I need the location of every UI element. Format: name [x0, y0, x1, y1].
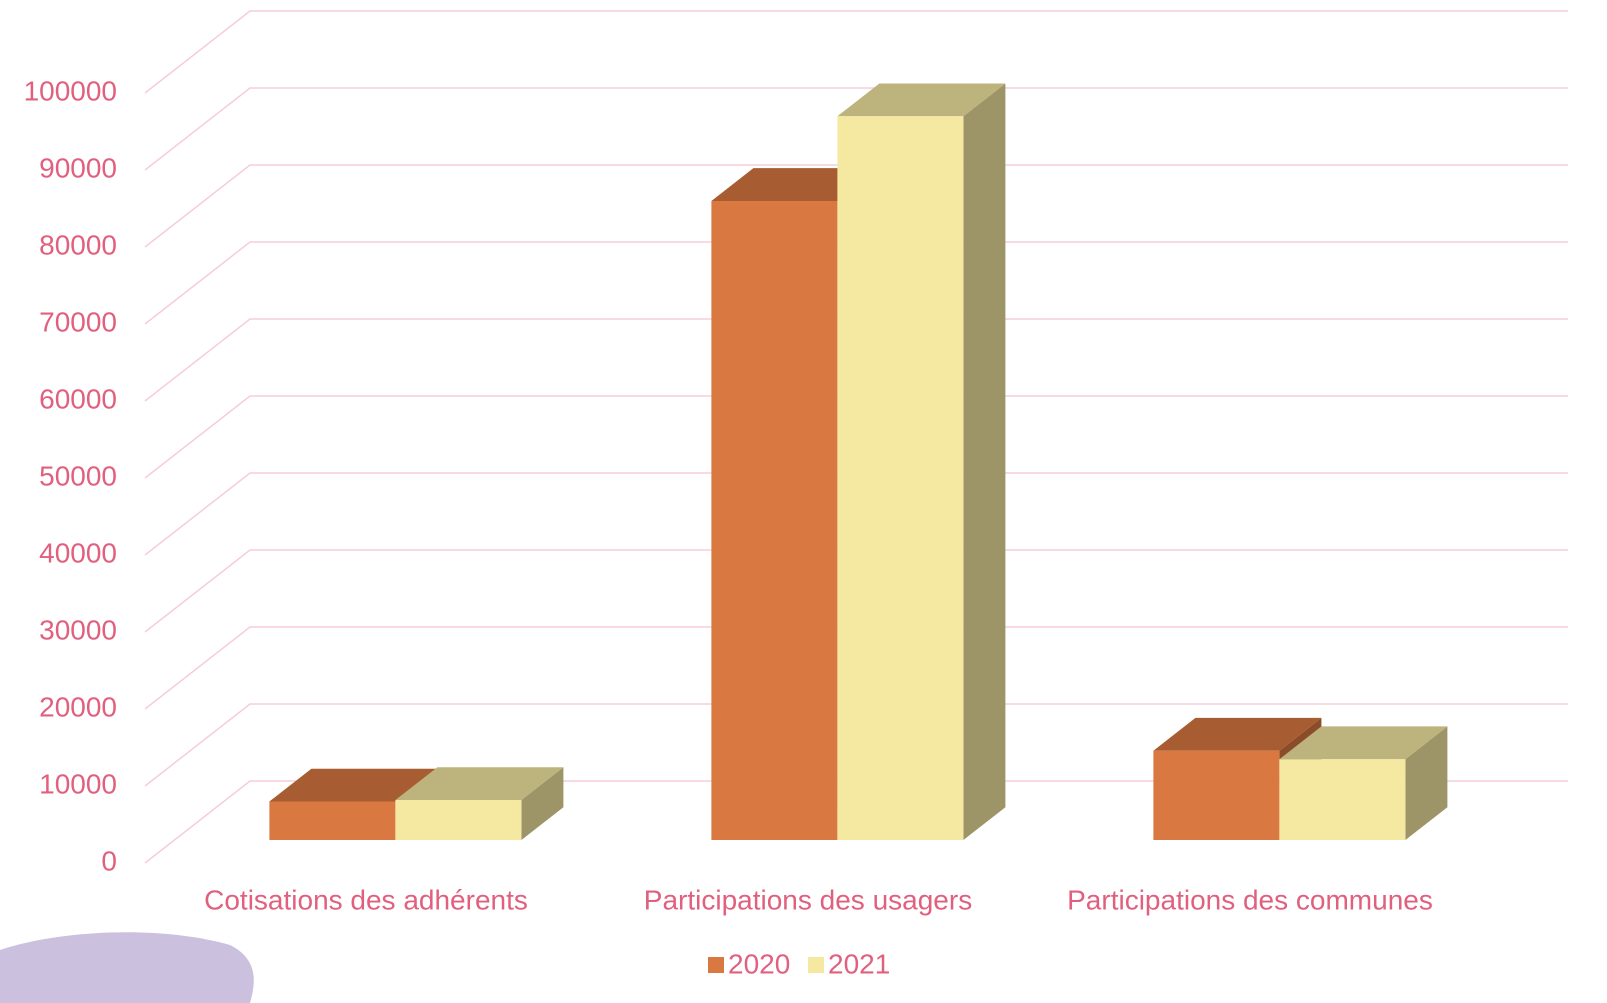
x-tick-label: Participations des usagers	[644, 884, 972, 915]
bar-front	[711, 201, 837, 840]
y-tick-label: 20000	[39, 691, 117, 722]
bar	[1279, 726, 1447, 840]
y-tick-label: 40000	[39, 537, 117, 568]
y-tick-label: 10000	[39, 768, 117, 799]
y-tick-label: 80000	[39, 229, 117, 260]
bar	[837, 83, 1005, 840]
legend-swatch	[808, 957, 824, 973]
x-tick-label: Cotisations des adhérents	[204, 884, 528, 915]
y-tick-label: 90000	[39, 152, 117, 183]
x-tick-label: Participations des communes	[1067, 884, 1433, 915]
bar-front	[837, 116, 963, 840]
y-tick-label: 0	[101, 845, 117, 876]
chart: 0 10000 20000 30000 40000 50000 60000 70000 8000…	[0, 0, 1607, 1003]
bar-front	[395, 800, 521, 840]
bar-front	[1279, 759, 1405, 840]
bar-front	[1153, 751, 1279, 840]
y-tick-label: 60000	[39, 383, 117, 414]
y-tick-label: 70000	[39, 306, 117, 337]
legend-label: 2021	[828, 948, 890, 979]
legend-swatch	[708, 957, 724, 973]
y-tick-label: 30000	[39, 614, 117, 645]
y-tick-label: 50000	[39, 460, 117, 491]
bar-side	[963, 83, 1005, 840]
decoration-blob	[0, 932, 254, 1003]
bar-front	[269, 802, 395, 841]
y-tick-label: 100000	[24, 75, 117, 106]
grid-line	[145, 11, 1568, 93]
legend-label: 2020	[728, 948, 790, 979]
